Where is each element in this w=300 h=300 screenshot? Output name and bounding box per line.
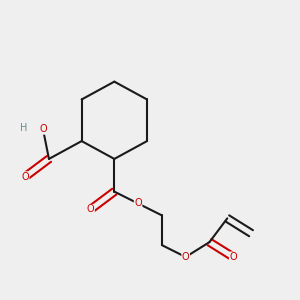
Text: O: O: [182, 252, 190, 262]
Text: O: O: [230, 252, 237, 262]
Text: O: O: [134, 199, 142, 208]
Text: O: O: [87, 204, 94, 214]
Text: H: H: [20, 123, 28, 133]
Text: O: O: [39, 124, 47, 134]
Text: O: O: [21, 172, 29, 182]
